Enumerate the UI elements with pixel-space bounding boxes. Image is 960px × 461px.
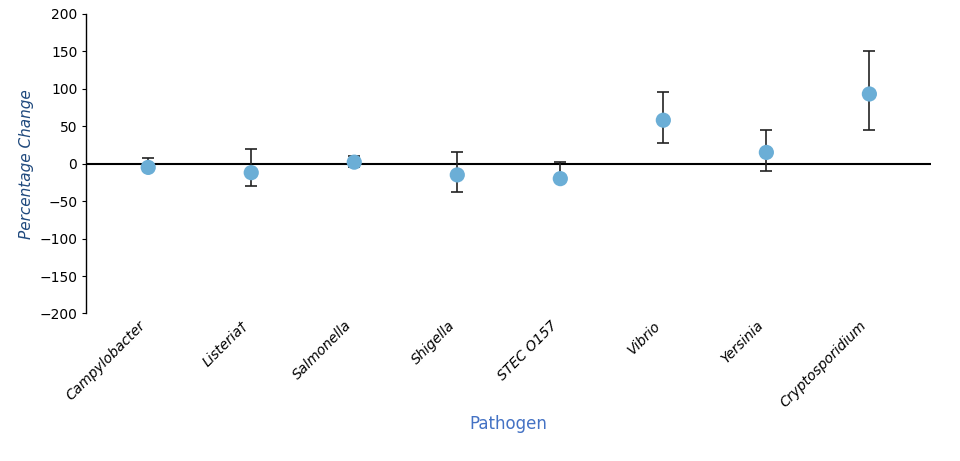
Point	[656, 117, 671, 124]
Point	[347, 159, 362, 166]
Y-axis label: Percentage Change: Percentage Change	[19, 89, 34, 238]
Point	[244, 169, 259, 177]
Point	[449, 171, 465, 178]
Point	[862, 90, 877, 98]
Point	[553, 175, 568, 183]
Point	[140, 164, 156, 171]
Point	[758, 149, 774, 156]
X-axis label: Pathogen: Pathogen	[469, 415, 548, 433]
